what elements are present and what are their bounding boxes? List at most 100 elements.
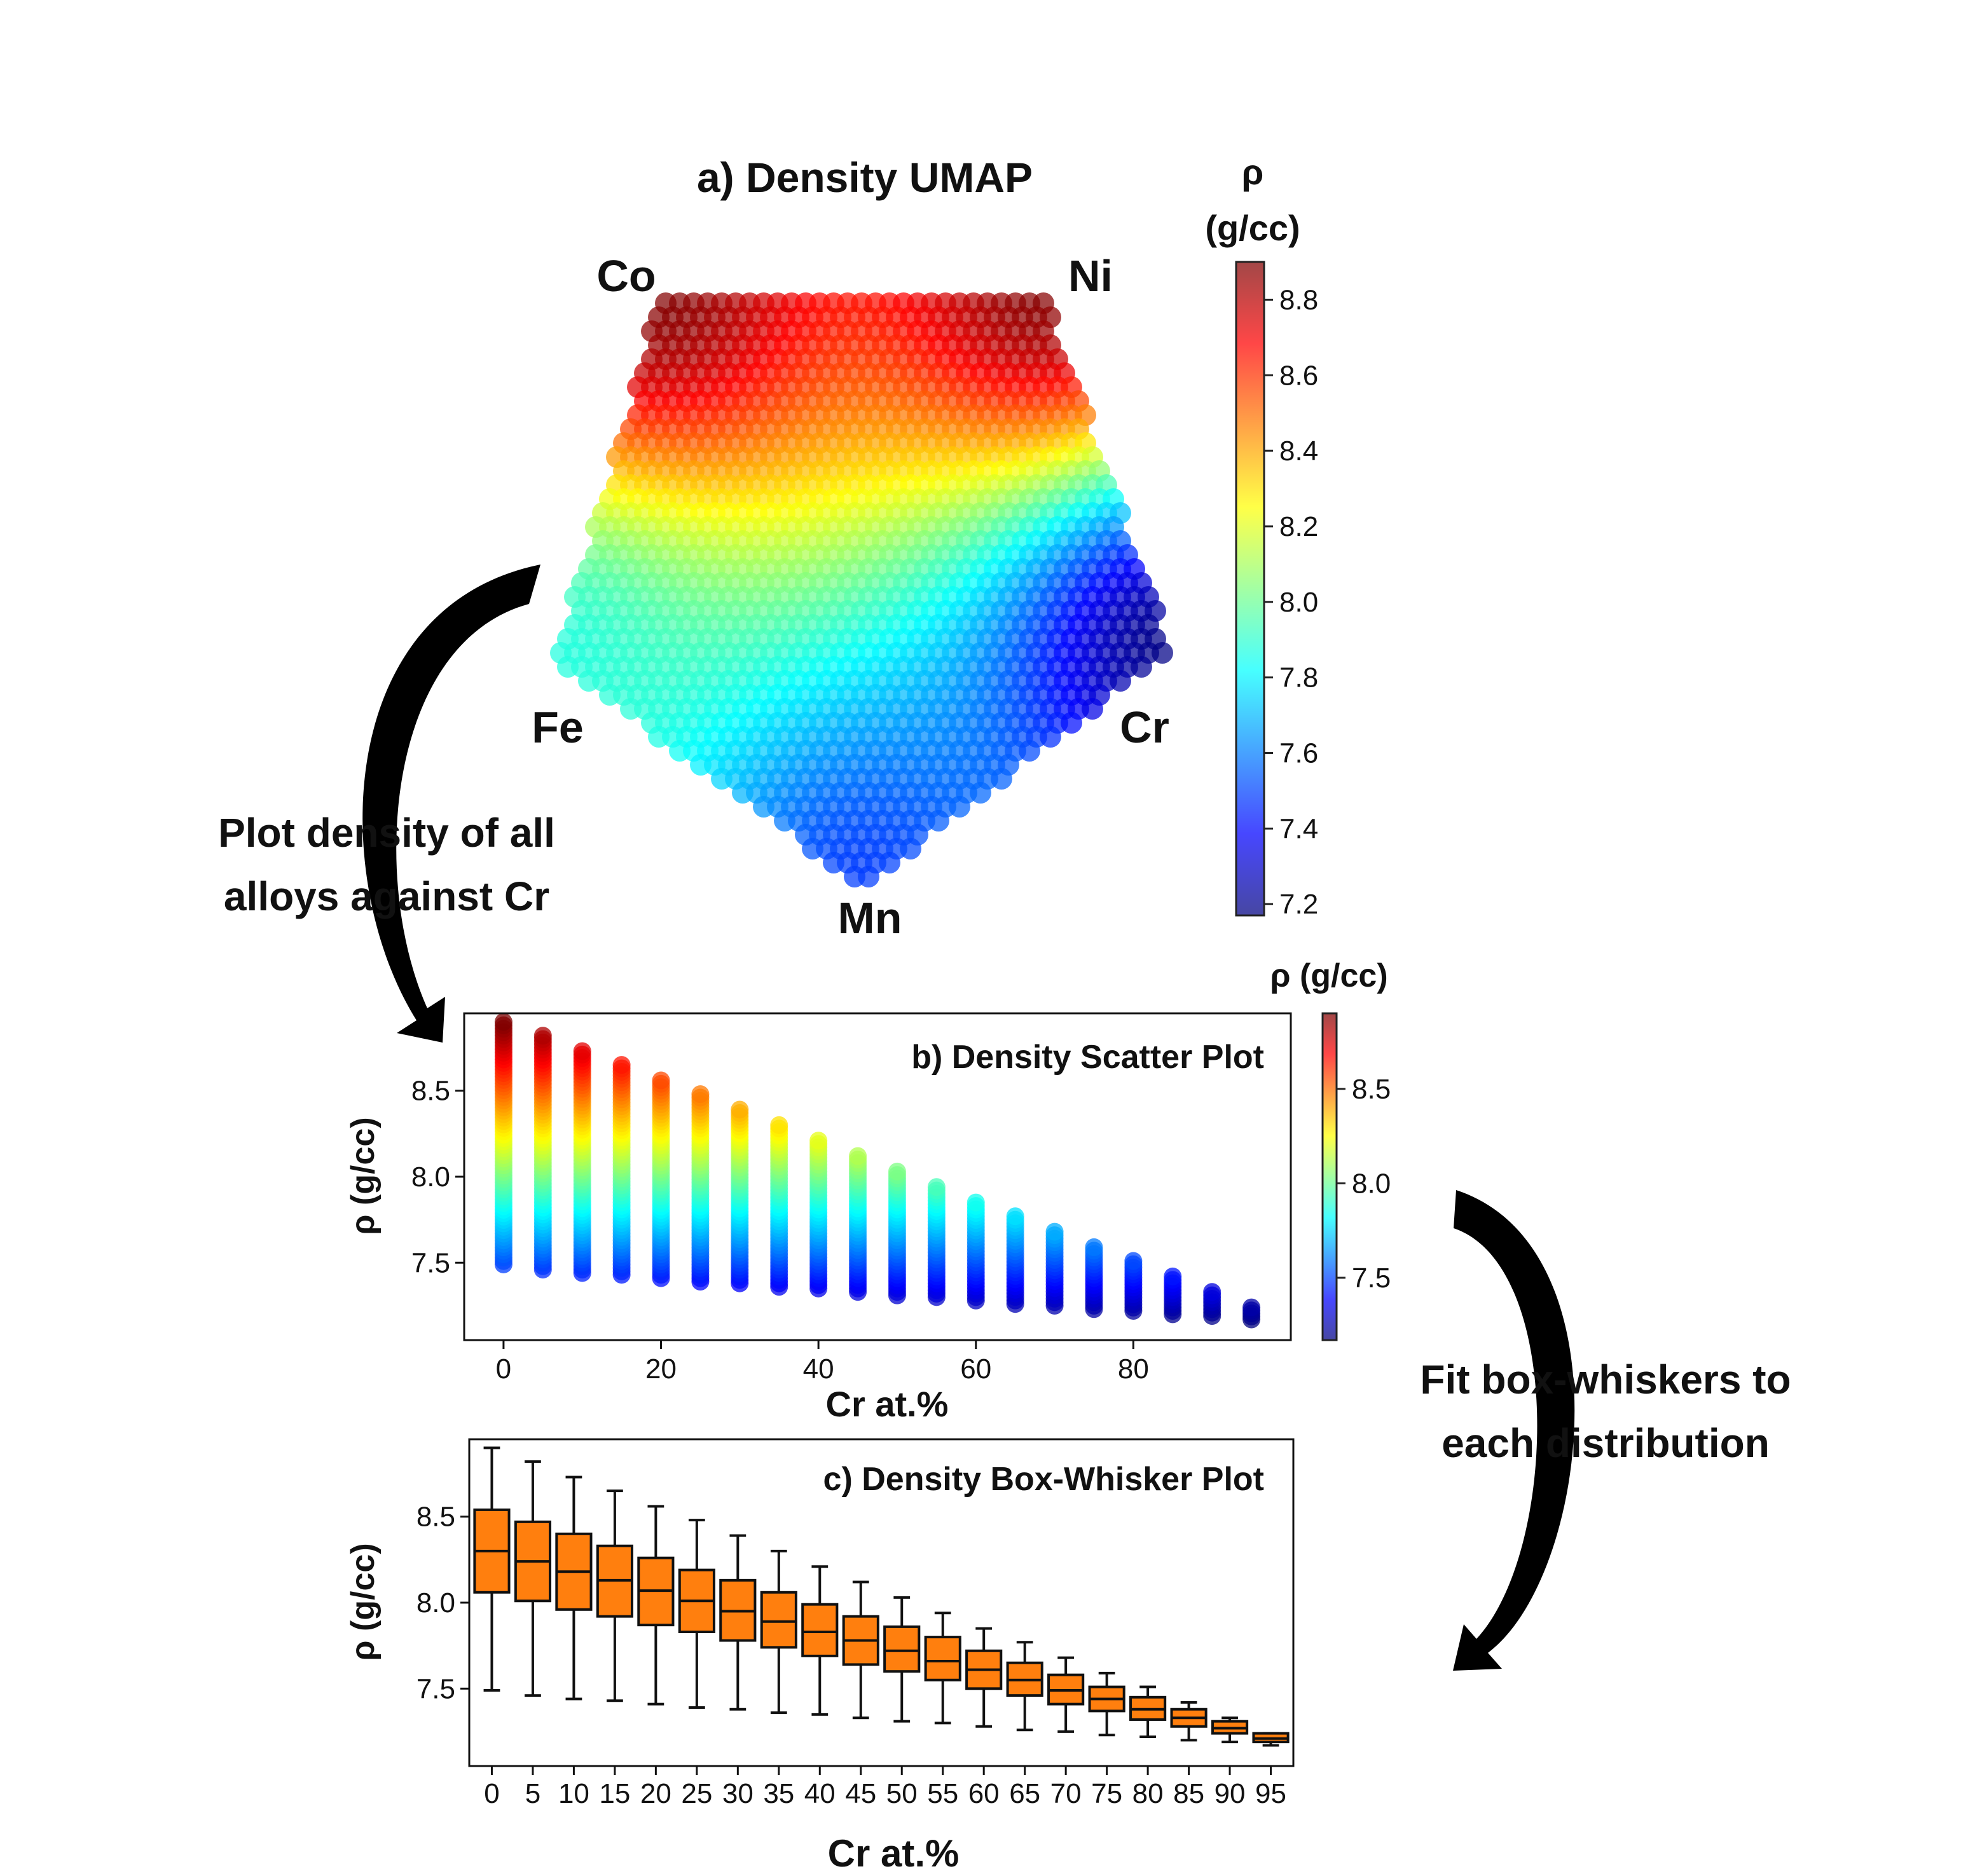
right-curved-arrow bbox=[1453, 1190, 1575, 1671]
scatter-x-tick-label: 40 bbox=[803, 1353, 834, 1385]
scatter-y-tick-label: 8.0 bbox=[411, 1161, 450, 1193]
umap-point bbox=[900, 838, 921, 859]
box-whisker-55 bbox=[924, 1612, 961, 1725]
scatter-point bbox=[967, 1193, 985, 1212]
box-iqr bbox=[801, 1603, 839, 1657]
scatter-point bbox=[652, 1071, 670, 1090]
umap-point bbox=[970, 782, 991, 804]
scatter-panel: 0 20 40 60 80 7.5 8.0 8.5 b) Density Scatter Pl… bbox=[345, 957, 1391, 1424]
boxplot-x-label: Cr at.% bbox=[828, 1832, 960, 1875]
scatter-point bbox=[1124, 1252, 1143, 1270]
umap-point bbox=[879, 852, 900, 873]
boxplot-y-label: ρ (g/cc) bbox=[345, 1543, 382, 1660]
box-whisker-0 bbox=[473, 1446, 511, 1692]
boxplot-panel: 0 5 10 15 20 25 30 35 40 45 50 55 60 65 70 75 80 85 90 95 7.… bbox=[345, 1438, 1295, 1875]
boxplot-x-tick-label: 75 bbox=[1091, 1778, 1122, 1809]
umap-point bbox=[858, 866, 879, 887]
boxplot-boxes bbox=[473, 1446, 1290, 1747]
vertex-label-ni: Ni bbox=[1068, 251, 1113, 301]
left-annotation-line-1: Plot density of all bbox=[218, 810, 555, 856]
colorbar-a-tick-label: 7.8 bbox=[1279, 662, 1318, 694]
boxplot-x-tick-label: 5 bbox=[525, 1778, 540, 1809]
umap-point bbox=[1061, 712, 1082, 734]
scatter-axis-ticks: 0 20 40 60 80 7.5 8.0 8.5 bbox=[411, 1076, 1149, 1385]
scatter-point bbox=[1006, 1207, 1024, 1226]
boxplot-x-tick-label: 25 bbox=[681, 1778, 712, 1809]
boxplot-x-tick-label: 70 bbox=[1050, 1778, 1082, 1809]
box-whisker-70 bbox=[1047, 1656, 1085, 1733]
scatter-point bbox=[1242, 1298, 1261, 1317]
box-iqr bbox=[760, 1591, 797, 1649]
box-whisker-85 bbox=[1170, 1701, 1208, 1742]
right-annotation-line-1: Fit box-whiskers to bbox=[1420, 1357, 1791, 1402]
box-whisker-35 bbox=[760, 1549, 797, 1715]
umap-point bbox=[1110, 670, 1131, 692]
umap-point-cloud bbox=[550, 292, 1173, 887]
umap-point bbox=[991, 768, 1012, 790]
colorbar-a-tick-label: 7.6 bbox=[1279, 737, 1318, 769]
box-whisker-90 bbox=[1211, 1716, 1249, 1744]
boxplot-x-tick-label: 60 bbox=[968, 1778, 1000, 1809]
scatter-point bbox=[612, 1056, 631, 1074]
scatter-point bbox=[494, 1013, 513, 1031]
box-whisker-40 bbox=[801, 1565, 839, 1716]
colorbar-a bbox=[1235, 261, 1265, 917]
colorbar-a-tick-label: 7.4 bbox=[1279, 813, 1318, 844]
box-whisker-65 bbox=[1006, 1641, 1043, 1732]
umap-point bbox=[949, 796, 970, 818]
colorbar-b bbox=[1321, 1012, 1338, 1341]
box-whisker-75 bbox=[1088, 1671, 1125, 1737]
vertex-label-cr: Cr bbox=[1120, 702, 1169, 752]
colorbar-a-ticks: 7.2 7.4 7.6 7.8 8.0 8.2 8.4 8.6 8.8 bbox=[1264, 284, 1318, 920]
colorbar-a-tick-label: 8.4 bbox=[1279, 435, 1318, 467]
boxplot-y-tick-label: 8.0 bbox=[416, 1587, 455, 1619]
scatter-point bbox=[809, 1132, 828, 1150]
umap-point bbox=[1040, 726, 1061, 748]
box-whisker-80 bbox=[1129, 1685, 1167, 1739]
colorbar-a-label-line-2: (g/cc) bbox=[1205, 208, 1300, 248]
colorbar-a-tick-label: 8.6 bbox=[1279, 360, 1318, 391]
scatter-point bbox=[1045, 1222, 1064, 1241]
box-whisker-10 bbox=[555, 1475, 593, 1701]
box-whisker-20 bbox=[637, 1505, 675, 1706]
colorbar-a-tick-label: 8.0 bbox=[1279, 587, 1318, 618]
box-iqr bbox=[924, 1636, 961, 1681]
box-whisker-25 bbox=[678, 1519, 715, 1709]
box-whisker-15 bbox=[596, 1489, 633, 1702]
boxplot-axis-ticks: 0 5 10 15 20 25 30 35 40 45 50 55 60 65 70 75 80 85 90 95 7.… bbox=[416, 1502, 1286, 1809]
scatter-title: b) Density Scatter Plot bbox=[911, 1039, 1264, 1076]
umap-point bbox=[1131, 656, 1152, 678]
box-whisker-30 bbox=[719, 1534, 757, 1711]
colorbar-b-tick-label: 7.5 bbox=[1352, 1263, 1391, 1294]
boxplot-x-tick-label: 90 bbox=[1214, 1778, 1246, 1809]
scatter-x-tick-label: 0 bbox=[496, 1353, 511, 1385]
colorbar-a-label-line-1: ρ bbox=[1242, 152, 1264, 192]
scatter-point bbox=[770, 1116, 788, 1134]
scatter-point bbox=[533, 1027, 552, 1045]
boxplot-x-tick-label: 20 bbox=[640, 1778, 671, 1809]
scatter-point bbox=[691, 1085, 710, 1104]
boxplot-y-tick-label: 7.5 bbox=[416, 1673, 455, 1704]
boxplot-x-tick-label: 65 bbox=[1009, 1778, 1040, 1809]
right-annotation-line-2: each distribution bbox=[1442, 1420, 1770, 1466]
scatter-x-tick-label: 60 bbox=[960, 1353, 991, 1385]
scatter-point bbox=[731, 1100, 749, 1119]
scatter-point bbox=[888, 1162, 906, 1181]
boxplot-x-tick-label: 35 bbox=[763, 1778, 794, 1809]
scatter-y-tick-label: 7.5 bbox=[411, 1247, 450, 1278]
umap-title: a) Density UMAP bbox=[697, 154, 1033, 201]
scatter-points bbox=[494, 1013, 1261, 1329]
umap-point bbox=[1152, 642, 1173, 664]
umap-panel: a) Density UMAP Co Ni Cr Mn Fe ρ (g/cc) … bbox=[532, 152, 1318, 943]
boxplot-x-tick-label: 45 bbox=[845, 1778, 876, 1809]
colorbar-b-label: ρ (g/cc) bbox=[1270, 957, 1387, 994]
colorbar-b-tick-label: 8.0 bbox=[1352, 1168, 1391, 1199]
vertex-label-fe: Fe bbox=[532, 702, 584, 752]
boxplot-x-tick-label: 30 bbox=[722, 1778, 753, 1809]
boxplot-x-tick-label: 80 bbox=[1132, 1778, 1164, 1809]
boxplot-y-tick-label: 8.5 bbox=[416, 1502, 455, 1533]
left-curved-arrow bbox=[362, 565, 540, 1043]
scatter-point bbox=[1203, 1283, 1221, 1301]
colorbar-b-tick-label: 8.5 bbox=[1352, 1074, 1391, 1105]
